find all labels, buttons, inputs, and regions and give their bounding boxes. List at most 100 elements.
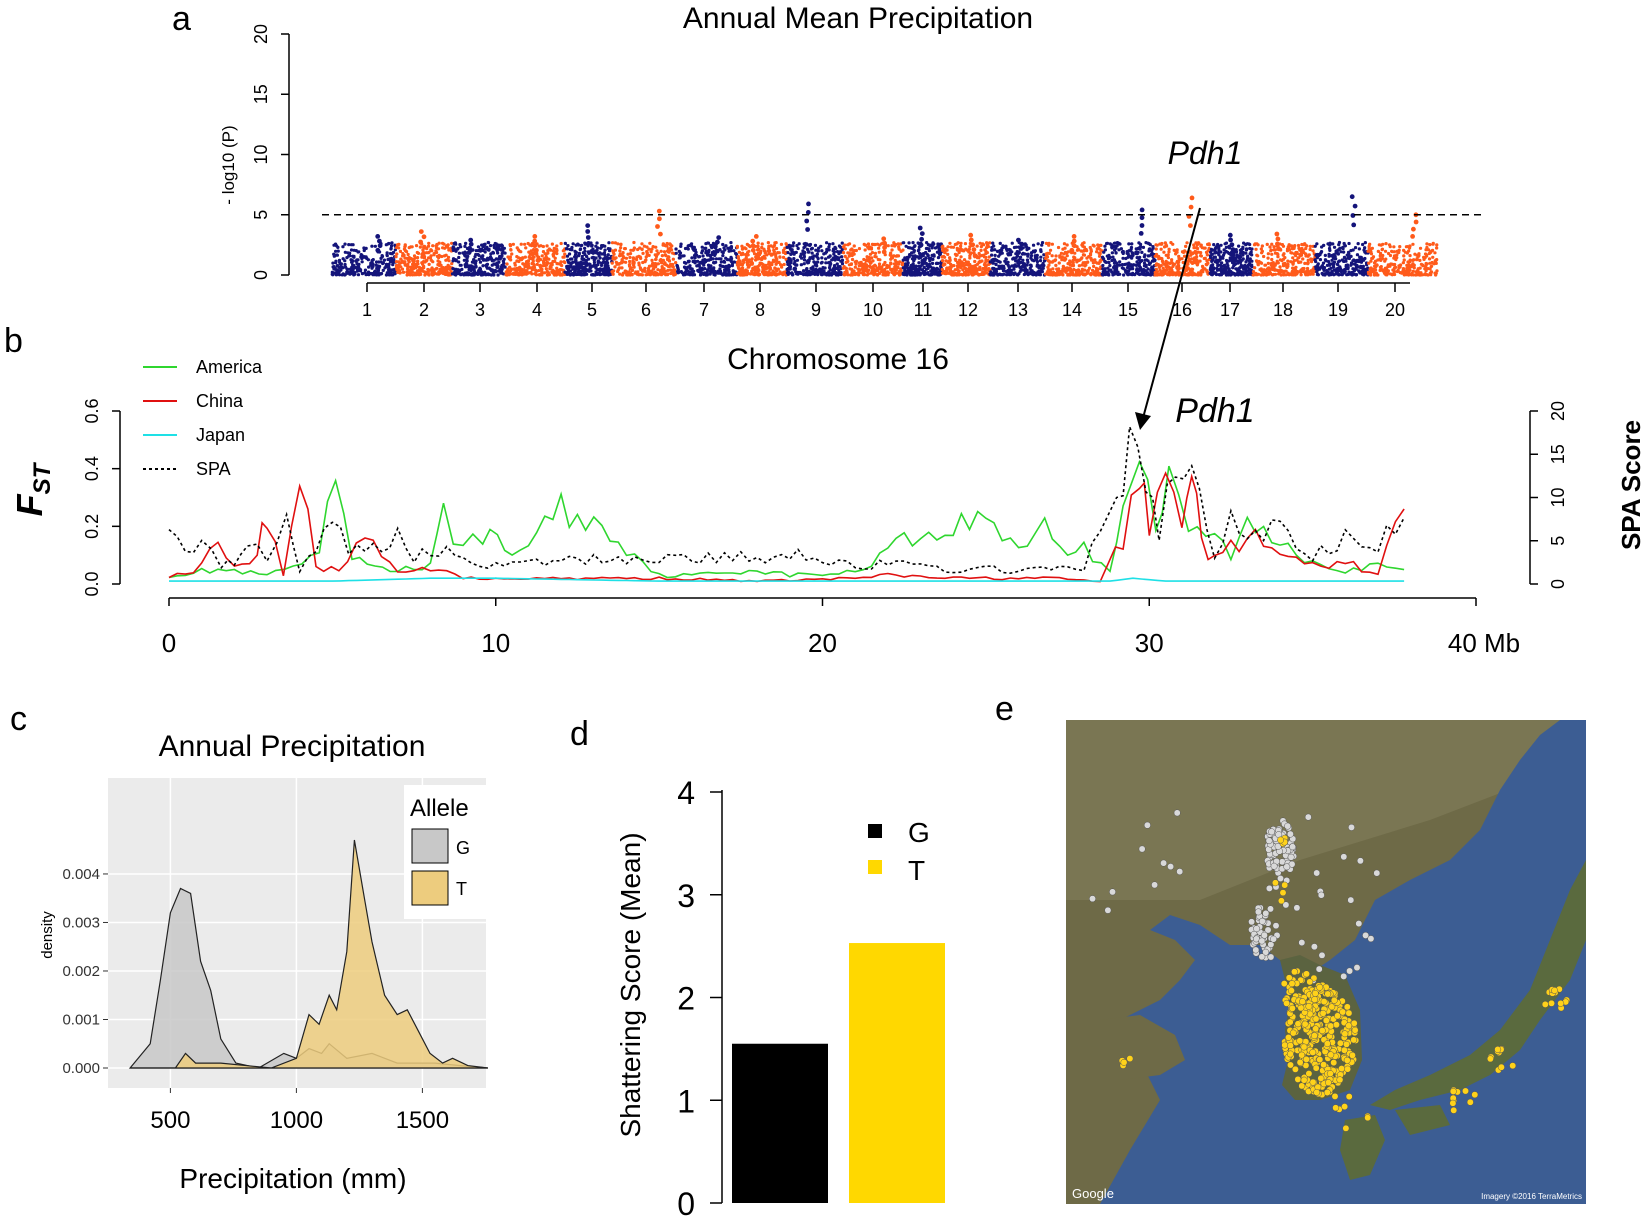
accession-t bbox=[1288, 1004, 1296, 1012]
accession-t bbox=[1330, 996, 1338, 1004]
peak-point bbox=[1071, 234, 1077, 239]
fst-legend: America China Japan SPA bbox=[143, 357, 263, 479]
peak-point bbox=[1275, 241, 1280, 247]
peak-point bbox=[658, 231, 663, 237]
accession-t bbox=[1302, 1055, 1310, 1063]
accession-t bbox=[1291, 968, 1298, 976]
accession-g bbox=[1270, 862, 1278, 870]
accession-t bbox=[1283, 999, 1291, 1007]
y2-tick-label: 20 bbox=[1548, 401, 1568, 421]
peak-point bbox=[919, 231, 925, 237]
y-tick-label: 5 bbox=[251, 210, 271, 220]
accession-g bbox=[1348, 823, 1355, 831]
accession-t bbox=[1449, 1087, 1457, 1095]
accession-g bbox=[1318, 951, 1326, 959]
x-tick-label: 14 bbox=[1062, 300, 1082, 320]
legend-label-g: G bbox=[456, 838, 470, 858]
accession-t bbox=[1466, 1098, 1474, 1106]
peak-point bbox=[377, 238, 382, 244]
accession-t bbox=[1551, 987, 1559, 994]
accession-t bbox=[1323, 1089, 1331, 1096]
chromosome-points bbox=[674, 241, 739, 277]
panel-label-e: e bbox=[995, 690, 1014, 728]
chromosome-points bbox=[1366, 241, 1439, 277]
accession-t bbox=[1305, 1002, 1313, 1010]
y-tick-label: 0.0 bbox=[82, 571, 102, 596]
density-x-ticks: 500 1000 1500 bbox=[150, 1088, 449, 1134]
chromosome-points bbox=[330, 241, 398, 277]
peak-point bbox=[712, 244, 718, 250]
x-tick-label: 5 bbox=[587, 300, 597, 320]
accession-t bbox=[1313, 1088, 1321, 1096]
density-legend: Allele G T bbox=[404, 785, 492, 919]
fst-series-lines bbox=[168, 426, 1405, 583]
accession-g bbox=[1138, 845, 1146, 853]
map-japan-honshu bbox=[1370, 860, 1586, 1110]
y-tick-label: 0 bbox=[677, 1186, 695, 1221]
accession-t bbox=[1298, 1051, 1306, 1059]
density-ylabel: density bbox=[39, 911, 56, 959]
accession-t bbox=[1336, 1039, 1344, 1047]
accession-t bbox=[1317, 1074, 1325, 1082]
legend-label-spa: SPA bbox=[196, 459, 231, 479]
accession-map: Google Imagery ©2016 TerraMetrics bbox=[1066, 720, 1586, 1204]
y-tick-label: 1 bbox=[677, 1083, 695, 1119]
x-tick-label: 10 bbox=[481, 628, 510, 658]
spa-y-ticks: 0 5 10 15 20 bbox=[1530, 401, 1568, 589]
map-credit-imagery: Imagery ©2016 TerraMetrics bbox=[1481, 1192, 1582, 1201]
peak-point bbox=[422, 244, 427, 250]
series-line-japan bbox=[169, 577, 1405, 582]
chromosome-points bbox=[1251, 242, 1317, 277]
map-japan-shikoku bbox=[1395, 1105, 1450, 1135]
fst-ylabel: FST bbox=[9, 461, 56, 516]
accession-t bbox=[1312, 1064, 1320, 1072]
density-plot: Annual Precipitation 0.0000.0010.0020.00… bbox=[39, 730, 492, 1194]
bar-ylabel: Shattering Score (Mean) bbox=[615, 832, 646, 1137]
peak-point bbox=[715, 239, 720, 245]
map-land-north bbox=[1066, 720, 1586, 900]
accession-t bbox=[1312, 1015, 1320, 1023]
accession-t bbox=[1471, 1091, 1479, 1099]
fst-y-ticks: 0.0 0.2 0.4 0.6 bbox=[82, 398, 120, 597]
accession-t bbox=[1332, 1021, 1340, 1029]
peak-point bbox=[468, 237, 474, 243]
accession-t bbox=[1344, 1065, 1352, 1073]
pdh1-link-arrow bbox=[1135, 207, 1201, 430]
accession-t bbox=[1348, 1051, 1356, 1059]
accession-g bbox=[1272, 922, 1280, 930]
accession-t bbox=[1557, 999, 1565, 1007]
accession-t bbox=[1286, 1018, 1294, 1026]
peak-point bbox=[882, 240, 887, 246]
accession-g bbox=[1248, 918, 1256, 926]
accession-t bbox=[1341, 1030, 1349, 1038]
peak-point bbox=[1274, 231, 1280, 237]
accession-g bbox=[1289, 843, 1296, 851]
accession-g bbox=[1287, 853, 1295, 861]
accession-t bbox=[1548, 999, 1555, 1007]
x-tick-label: 11 bbox=[914, 300, 933, 320]
density-xlabel: Precipitation (mm) bbox=[179, 1163, 406, 1194]
y-tick-label: 0.004 bbox=[62, 866, 100, 883]
y-tick-label: 10 bbox=[251, 144, 271, 164]
manhattan-y-ticks: 0 5 10 15 20 bbox=[251, 24, 289, 280]
accession-t bbox=[1296, 1058, 1304, 1066]
accession-t bbox=[1312, 1025, 1320, 1033]
peak-point bbox=[1139, 215, 1145, 221]
accession-g bbox=[1151, 881, 1159, 889]
accession-g bbox=[1356, 857, 1364, 865]
peak-point bbox=[585, 229, 591, 234]
manhattan-plot: Annual Mean Precipitation - log10 (P) 0 5… bbox=[219, 2, 1484, 320]
accession-t bbox=[1311, 996, 1319, 1003]
peak-point bbox=[805, 227, 810, 232]
legend-swatch-g bbox=[868, 824, 882, 838]
accession-t bbox=[1287, 1061, 1294, 1069]
accession-t bbox=[1334, 1012, 1342, 1020]
x-tick-label: 18 bbox=[1273, 300, 1293, 320]
legend-label-japan: Japan bbox=[196, 425, 245, 445]
y-tick-label: 0.001 bbox=[62, 1011, 100, 1028]
accession-t bbox=[1294, 1075, 1302, 1083]
map-shandong bbox=[1100, 1015, 1185, 1090]
accession-g bbox=[1265, 837, 1273, 845]
peak-point bbox=[375, 234, 381, 239]
panel-label-b: b bbox=[4, 322, 23, 360]
